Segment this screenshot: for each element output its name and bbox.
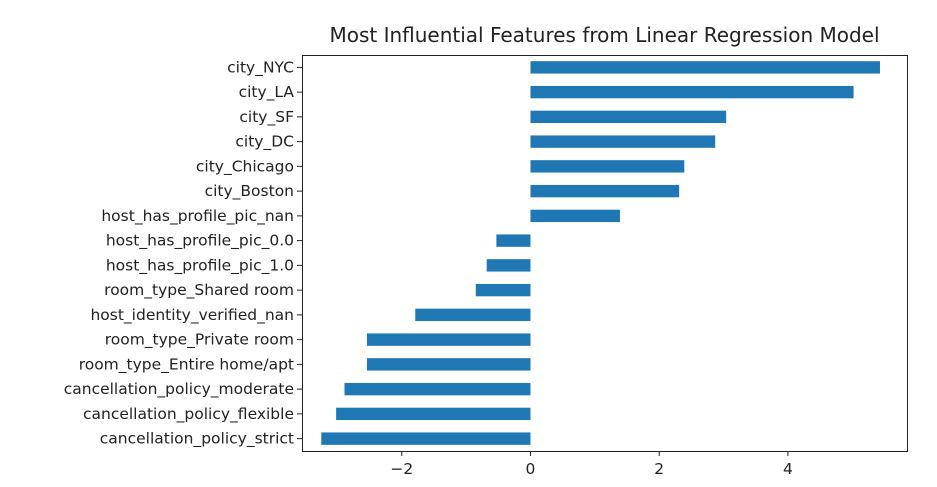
y-tick-label: room_type_Shared room	[104, 281, 294, 300]
y-tick-label: city_DC	[235, 133, 294, 152]
bar	[336, 407, 531, 421]
y-tick-label: room_type_Private room	[105, 331, 294, 350]
y-tick-label: cancellation_policy_moderate	[64, 380, 294, 399]
bar	[530, 61, 880, 74]
y-tick-label: city_SF	[239, 108, 294, 127]
y-tick-label: cancellation_policy_strict	[100, 430, 294, 449]
x-tick-label: 0	[526, 460, 536, 478]
y-tick-label: city_Boston	[205, 182, 294, 201]
bar	[530, 184, 680, 198]
bar	[344, 382, 531, 396]
y-ticks	[297, 66, 302, 440]
bar	[530, 85, 854, 99]
y-tick-label: host_has_profile_pic_nan	[101, 207, 294, 226]
bars-group	[321, 61, 880, 445]
x-ticks: −2 0 2 4	[390, 451, 793, 478]
x-tick-label: −2	[390, 460, 413, 478]
x-tick-label: 2	[654, 460, 664, 478]
bar	[367, 333, 531, 346]
y-tick-label: host_has_profile_pic_1.0	[106, 256, 294, 275]
bar	[530, 110, 727, 124]
y-tick-label: city_Chicago	[196, 157, 294, 176]
y-tick-label: city_NYC	[227, 58, 294, 77]
bar	[415, 308, 531, 322]
y-tick-label: cancellation_policy_flexible	[83, 405, 294, 424]
y-tick-label: city_LA	[239, 83, 295, 102]
chart-title: Most Influential Features from Linear Re…	[329, 23, 879, 47]
y-tick-label: room_type_Entire home/apt	[79, 355, 294, 374]
bar	[530, 135, 716, 148]
y-tick-label: host_has_profile_pic_0.0	[106, 232, 294, 251]
bar	[367, 358, 531, 371]
x-tick-label: 4	[783, 460, 793, 478]
y-tick-labels: city_NYC city_LA city_SF city_DC city_Chicag…	[64, 58, 295, 448]
bar	[530, 160, 685, 173]
bar	[486, 259, 531, 272]
bar	[321, 432, 531, 445]
bar	[475, 283, 531, 297]
y-tick-label: host_identity_verified_nan	[90, 306, 294, 325]
bar	[530, 209, 620, 223]
plot-frame	[302, 55, 908, 452]
bar	[496, 234, 531, 247]
